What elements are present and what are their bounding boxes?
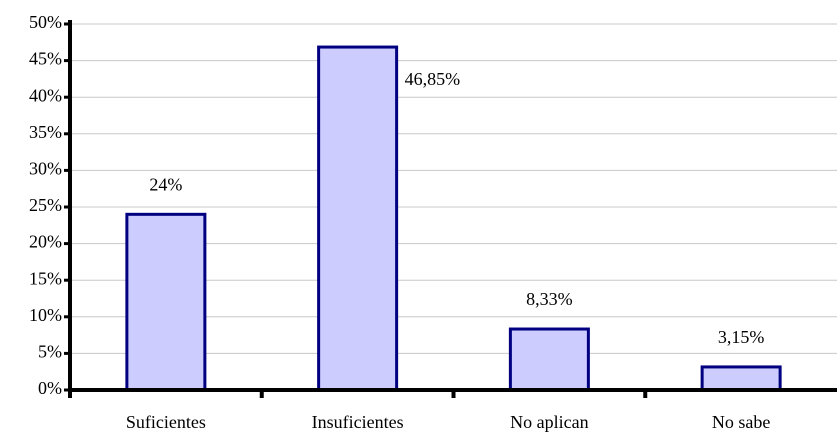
- data-label: 46,85%: [405, 69, 461, 89]
- y-tick-label: 10%: [29, 305, 62, 325]
- x-tick-label: No sabe: [712, 412, 770, 432]
- y-tick-label: 20%: [29, 232, 62, 252]
- bar: [317, 45, 399, 392]
- x-tick-label: No aplican: [510, 412, 588, 432]
- y-tick-label: 0%: [38, 378, 62, 398]
- y-tick-label: 5%: [38, 342, 62, 362]
- x-tick-label: Suficientes: [126, 412, 206, 432]
- y-tick-label: 35%: [29, 122, 62, 142]
- data-label: 8,33%: [526, 289, 573, 309]
- x-tick-label: Insuficientes: [312, 412, 404, 432]
- y-tick-label: 25%: [29, 195, 62, 215]
- y-tick-label: 15%: [29, 268, 62, 288]
- y-tick-label: 45%: [29, 49, 62, 69]
- bar: [125, 212, 207, 392]
- data-label: 3,15%: [718, 327, 765, 347]
- data-label: 24%: [149, 174, 182, 194]
- y-tick-label: 50%: [29, 12, 62, 32]
- bar: [508, 327, 590, 392]
- y-tick-label: 30%: [29, 159, 62, 179]
- bar: [700, 365, 782, 392]
- y-tick-label: 40%: [29, 85, 62, 105]
